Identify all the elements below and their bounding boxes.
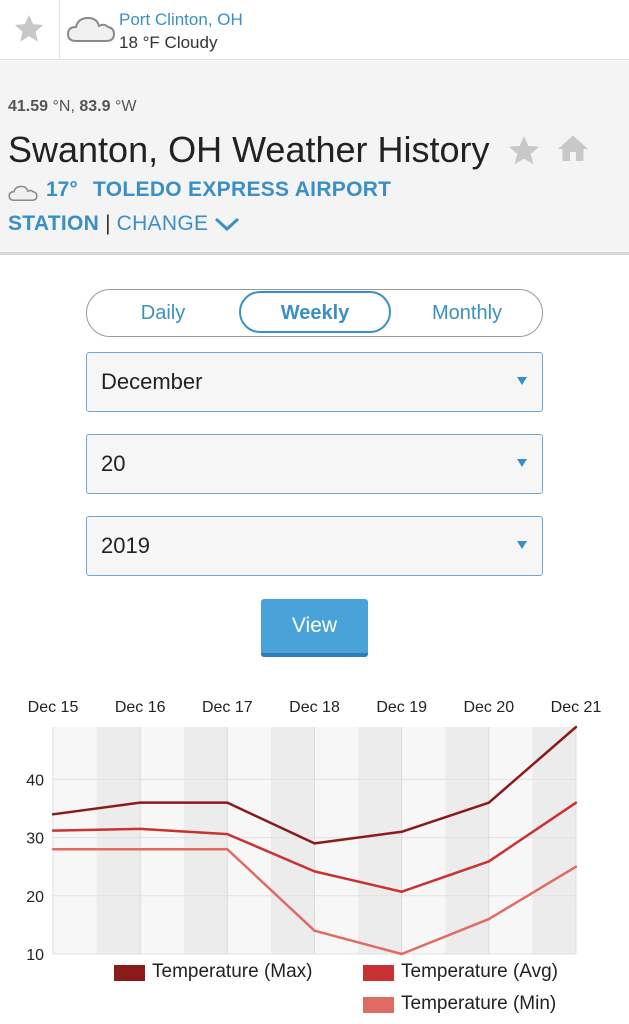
- nearby-location-link[interactable]: Port Clinton, OH: [119, 10, 243, 29]
- cloud-icon: [8, 185, 38, 201]
- plot-band: [445, 727, 489, 954]
- temperature-chart: Dec 15 Dec 16 Dec 17 Dec 18 Dec 19 Dec 20 Dec …: [26, 699, 602, 964]
- data-point: [226, 848, 229, 851]
- data-point: [487, 917, 491, 921]
- tab-monthly[interactable]: Monthly: [431, 302, 503, 324]
- star-icon[interactable]: [506, 133, 542, 169]
- view-button[interactable]: View: [261, 599, 368, 657]
- station-name: TOLEDO EXPRESS AIRPORT: [93, 178, 392, 201]
- latitude-value: 41.59: [8, 98, 49, 115]
- data-point: [400, 952, 403, 956]
- day-select-value: 20: [101, 451, 126, 476]
- data-point: [313, 929, 316, 932]
- legend-label: Temperature (Max): [152, 961, 313, 982]
- data-point: [487, 860, 491, 863]
- station-name-continued: STATION: [8, 212, 100, 235]
- plot-band: [401, 727, 446, 954]
- data-point: [400, 830, 403, 833]
- home-icon[interactable]: [555, 131, 591, 167]
- legend-swatch: [114, 965, 145, 981]
- station-line-2: STATION | CHANGE: [8, 212, 240, 240]
- longitude-unit: °W: [114, 98, 137, 115]
- legend-label: Temperature (Avg): [401, 961, 558, 982]
- data-point: [574, 865, 578, 868]
- y-tick-label: 10: [26, 947, 44, 964]
- x-tick-label: Dec 16: [115, 699, 166, 716]
- data-point: [226, 801, 229, 804]
- legend-swatch: [363, 997, 394, 1013]
- plot-band: [183, 727, 228, 954]
- data-point: [51, 829, 55, 832]
- data-point: [313, 842, 316, 845]
- data-point: [487, 801, 491, 804]
- dropdown-arrow-icon: [517, 377, 527, 385]
- nearby-condition: 18 °F Cloudy: [119, 33, 218, 52]
- x-tick-label: Dec 18: [289, 699, 340, 716]
- separator: |: [105, 212, 111, 235]
- dropdown-arrow-icon: [517, 541, 527, 549]
- cloud-icon: [66, 16, 116, 42]
- data-point: [51, 813, 55, 816]
- plot-band: [53, 727, 97, 954]
- longitude-value: 83.9: [79, 98, 111, 115]
- data-point: [138, 827, 142, 831]
- year-select[interactable]: 2019: [86, 516, 543, 576]
- data-point: [400, 890, 403, 893]
- period-tabs: Daily Weekly Monthly: [86, 289, 543, 337]
- data-point: [226, 832, 229, 836]
- y-tick-label: 20: [26, 889, 44, 906]
- x-tick-label: Dec 15: [28, 699, 79, 716]
- y-tick-label: 30: [26, 831, 44, 848]
- x-tick-label: Dec 20: [463, 699, 514, 716]
- current-temperature: 17°: [46, 178, 78, 201]
- month-select-value: December: [101, 369, 203, 394]
- data-point: [51, 848, 55, 851]
- page-title: Swanton, OH Weather History: [8, 129, 490, 170]
- chevron-down-icon[interactable]: [214, 216, 240, 232]
- data-point: [574, 725, 578, 729]
- year-select-value: 2019: [101, 533, 150, 558]
- plot-band: [227, 727, 271, 954]
- coordinates: 41.59 °N, 83.9 °W: [8, 98, 136, 116]
- data-point: [138, 848, 142, 851]
- x-tick-label: Dec 21: [551, 699, 602, 716]
- plot-band: [358, 727, 402, 954]
- plot-band: [96, 727, 141, 954]
- legend-label: Temperature (Min): [401, 993, 557, 1014]
- favorite-button[interactable]: [0, 0, 60, 60]
- day-select[interactable]: 20: [86, 434, 543, 494]
- month-select[interactable]: December: [86, 352, 543, 412]
- x-tick-label: Dec 19: [376, 699, 427, 716]
- page-header: 41.59 °N, 83.9 °W Swanton, OH Weather Hi…: [0, 61, 629, 255]
- latitude-unit: °N,: [52, 98, 75, 115]
- data-point: [138, 801, 142, 804]
- data-point: [313, 870, 316, 873]
- plot-band: [140, 727, 184, 954]
- tab-weekly[interactable]: Weekly: [239, 291, 391, 333]
- change-station-link[interactable]: CHANGE: [116, 212, 209, 235]
- star-icon: [14, 14, 44, 42]
- tab-daily[interactable]: Daily: [140, 302, 186, 324]
- plot-band: [488, 727, 533, 954]
- top-bar: Port Clinton, OH 18 °F Cloudy: [0, 0, 629, 60]
- data-point: [574, 801, 578, 804]
- dropdown-arrow-icon: [517, 459, 527, 467]
- x-tick-label: Dec 17: [202, 699, 253, 716]
- y-tick-label: 40: [26, 772, 44, 789]
- plot-band: [532, 727, 576, 954]
- legend-swatch: [363, 965, 394, 981]
